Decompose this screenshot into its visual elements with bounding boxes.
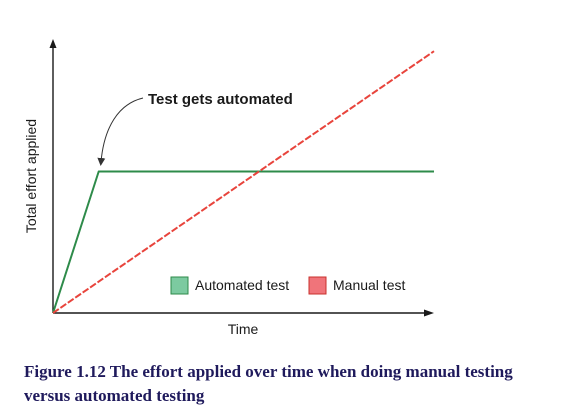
annotation-label: Test gets automated bbox=[148, 91, 293, 108]
annotation-arrow bbox=[97, 97, 144, 166]
legend-swatch-automated bbox=[170, 276, 189, 295]
series-line-manual-test bbox=[52, 50, 435, 314]
series-layer bbox=[52, 50, 435, 314]
y-axis-label: Total effort applied bbox=[23, 119, 39, 233]
chart: Test gets automated Time Total effort ap… bbox=[23, 39, 435, 337]
legend-label-manual: Manual test bbox=[333, 277, 405, 293]
x-axis-arrow bbox=[424, 309, 434, 317]
y-axis-arrow bbox=[49, 39, 57, 48]
figure-caption: Figure 1.12 The effort applied over time… bbox=[24, 362, 513, 405]
legend: Automated test Manual test bbox=[170, 276, 405, 295]
x-axis-label: Time bbox=[228, 321, 259, 337]
series-line-automated-test bbox=[52, 170, 434, 314]
legend-label-automated: Automated test bbox=[195, 277, 289, 293]
annotation: Test gets automated bbox=[97, 91, 293, 166]
legend-swatch-manual bbox=[308, 276, 327, 295]
axes bbox=[49, 39, 434, 317]
